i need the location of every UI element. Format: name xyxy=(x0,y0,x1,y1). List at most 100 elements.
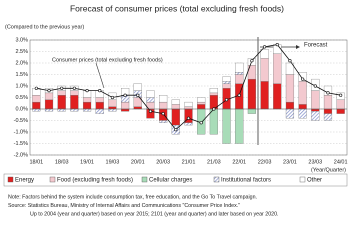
bar-segment xyxy=(82,101,92,110)
line-marker xyxy=(47,88,51,93)
bar-segment xyxy=(197,97,206,103)
chart-title: Forecast of consumer prices (total exclu… xyxy=(70,3,284,13)
legend-label: Other xyxy=(307,178,322,184)
x-tick-label: 18/03 xyxy=(55,159,69,165)
bar-segment xyxy=(260,49,269,59)
bar-segment xyxy=(197,104,206,110)
bar-segment xyxy=(70,90,79,96)
plot-frame xyxy=(29,39,348,156)
line-marker xyxy=(301,77,305,81)
legend-swatch xyxy=(213,176,220,183)
line-marker xyxy=(123,93,127,97)
y-tick-label: -2.0% xyxy=(14,152,28,158)
bar-segment xyxy=(209,92,218,96)
chart: Forecast of consumer prices (total exclu… xyxy=(3,3,348,217)
bar-segment xyxy=(209,88,218,94)
bar-segment xyxy=(222,81,231,84)
x-tick-label: 22/01 xyxy=(232,159,246,165)
bar-segment xyxy=(184,106,193,110)
x-tick-label: 20/03 xyxy=(156,159,170,165)
bar-segment xyxy=(57,95,66,110)
bar-segment xyxy=(121,108,130,112)
subtitle: (Compared to the previous year) xyxy=(5,24,84,30)
bar-segment xyxy=(159,95,168,103)
x-axis-label: (Year/Quarter) xyxy=(311,167,346,173)
bar-segment xyxy=(184,101,193,107)
legend-swatch xyxy=(141,176,148,183)
legend-box xyxy=(3,173,348,187)
y-tick-label: -0.5% xyxy=(14,118,28,124)
x-tick-label: 23/03 xyxy=(308,159,322,165)
line-marker xyxy=(174,128,178,132)
bar-segment xyxy=(44,99,54,110)
annotation-leader xyxy=(95,62,105,89)
x-tick-label: 21/03 xyxy=(207,159,221,165)
bar-segment xyxy=(311,108,320,112)
y-tick-label: 1.5% xyxy=(15,72,28,78)
bar-segment xyxy=(121,101,130,110)
line-marker xyxy=(110,95,115,100)
bar-segment xyxy=(273,83,282,110)
bar-segment xyxy=(235,72,244,75)
legend-label: Energy xyxy=(15,178,34,184)
bar-segment xyxy=(146,97,155,103)
y-tick-label: 0.0% xyxy=(15,106,28,112)
legend-swatch xyxy=(7,176,14,183)
bar-segment xyxy=(133,106,142,110)
bar-segment xyxy=(171,104,180,110)
legend-label: Cellular charges xyxy=(149,178,192,184)
x-tick-label: 20/01 xyxy=(131,159,145,165)
bar-segment xyxy=(133,83,142,91)
line-marker xyxy=(313,84,317,88)
bar-segment xyxy=(260,81,269,110)
bar-segment xyxy=(247,108,256,114)
bar-segment xyxy=(298,81,307,105)
bar-segment xyxy=(298,72,307,82)
bar-segment xyxy=(44,92,54,100)
line-marker xyxy=(161,111,165,116)
line-marker xyxy=(136,93,140,97)
bar-segment xyxy=(70,95,79,110)
bar-segment xyxy=(298,108,307,119)
line-marker xyxy=(186,116,191,120)
bar-segment xyxy=(95,97,104,103)
line-marker xyxy=(224,98,229,102)
bar-segment xyxy=(235,74,244,84)
bar-segment xyxy=(146,90,155,98)
x-tick-label: 19/01 xyxy=(80,159,94,165)
bar-segment xyxy=(336,99,345,110)
line-marker xyxy=(250,59,254,63)
x-tick-label: 22/03 xyxy=(258,159,272,165)
x-tick-label: 19/03 xyxy=(106,159,120,165)
bar-segment xyxy=(323,108,333,114)
forecast-label: Forecast xyxy=(304,43,328,49)
bar-segment xyxy=(57,90,66,96)
bar-segment xyxy=(159,101,168,110)
y-tick-label: 2.0% xyxy=(15,60,28,66)
legend-swatch xyxy=(299,176,306,183)
x-tick-label: 18/01 xyxy=(29,159,43,165)
line-marker xyxy=(148,109,153,113)
bar-segment xyxy=(273,53,282,84)
line-marker xyxy=(288,59,292,63)
bar-segment xyxy=(197,101,206,105)
bar-segment xyxy=(222,83,231,89)
bar-segment xyxy=(247,78,256,110)
bar-segment xyxy=(235,62,244,73)
y-tick-label: 2.5% xyxy=(15,49,28,55)
bar-segment xyxy=(298,104,307,110)
line-marker xyxy=(60,86,64,90)
note: Source: Statistics Bureau, Ministry of I… xyxy=(8,203,240,209)
bar-segment xyxy=(95,101,104,110)
bar-segment xyxy=(108,106,117,110)
bar-segment xyxy=(285,108,295,119)
bar-segment xyxy=(184,122,193,126)
legend-label: Institutional factors xyxy=(221,178,271,184)
bar-segment xyxy=(285,62,295,75)
line-marker xyxy=(72,86,76,90)
bar-segment xyxy=(171,99,180,105)
bar-segment xyxy=(323,95,333,110)
bar-segment xyxy=(108,108,117,112)
legend-swatch xyxy=(49,176,56,183)
note: Up to 2004 (year and quarter) based on y… xyxy=(30,211,279,217)
